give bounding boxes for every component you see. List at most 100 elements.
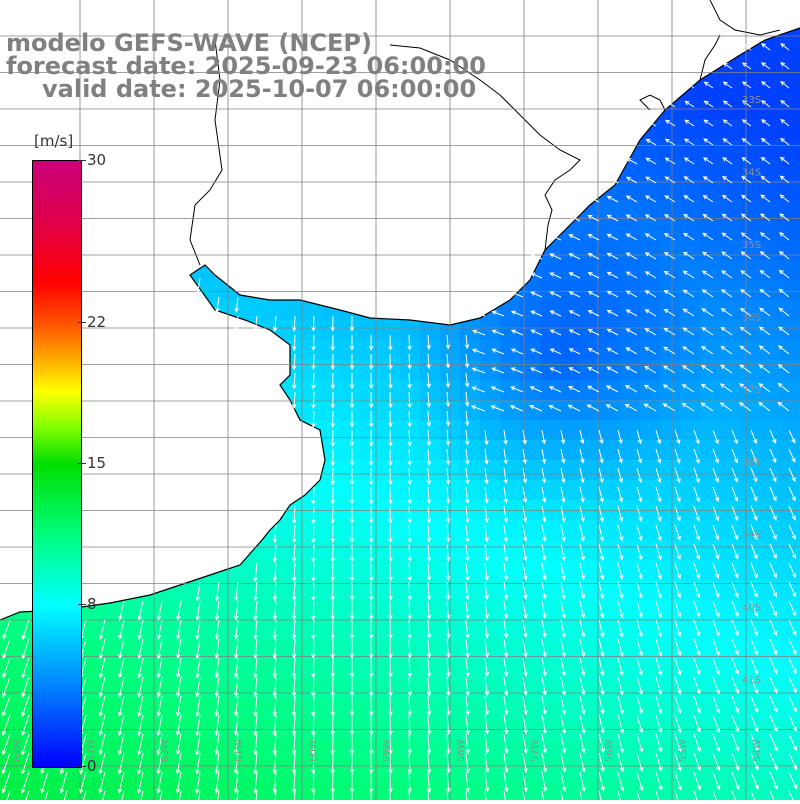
colorbar-unit: [m/s] bbox=[34, 132, 73, 150]
field-cell bbox=[660, 480, 680, 500]
field-cell bbox=[580, 740, 600, 760]
field-cell bbox=[660, 260, 680, 280]
field-cell bbox=[460, 440, 480, 460]
field-cell bbox=[460, 480, 480, 500]
field-cell bbox=[280, 620, 300, 640]
field-cell bbox=[480, 440, 500, 460]
field-cell bbox=[340, 660, 360, 680]
field-cell bbox=[520, 320, 540, 340]
field-cell bbox=[500, 660, 520, 680]
field-cell bbox=[340, 500, 360, 520]
colorbar-tick-mark bbox=[78, 604, 86, 605]
field-cell bbox=[660, 380, 680, 400]
field-cell bbox=[340, 420, 360, 440]
field-cell bbox=[80, 680, 100, 700]
field-cell bbox=[360, 420, 380, 440]
field-cell bbox=[580, 300, 600, 320]
field-cell bbox=[780, 340, 800, 360]
latitude-label: 37S bbox=[742, 385, 761, 396]
field-cell bbox=[720, 220, 740, 240]
colorbar-tick-label: 22 bbox=[87, 313, 106, 331]
latitude-label: 40S bbox=[742, 603, 761, 614]
field-cell bbox=[460, 640, 480, 660]
field-cell bbox=[640, 680, 660, 700]
latitude-label: 33S bbox=[742, 95, 761, 106]
field-cell bbox=[500, 780, 520, 800]
field-cell bbox=[720, 360, 740, 380]
field-cell bbox=[700, 260, 720, 280]
field-cell bbox=[300, 500, 320, 520]
field-cell bbox=[340, 540, 360, 560]
field-cell bbox=[120, 600, 140, 620]
field-cell bbox=[540, 360, 560, 380]
field-cell bbox=[660, 720, 680, 740]
field-cell bbox=[360, 700, 380, 720]
field-cell bbox=[260, 780, 280, 800]
field-cell bbox=[500, 760, 520, 780]
field-cell bbox=[460, 520, 480, 540]
field-cell bbox=[600, 480, 620, 500]
field-cell bbox=[320, 540, 340, 560]
field-cell bbox=[400, 360, 420, 380]
field-cell bbox=[720, 640, 740, 660]
field-cell bbox=[500, 480, 520, 500]
field-cell bbox=[500, 580, 520, 600]
field-cell bbox=[300, 620, 320, 640]
field-cell bbox=[280, 560, 300, 580]
longitude-label: 56W bbox=[604, 739, 615, 762]
field-cell bbox=[280, 760, 300, 780]
field-cell bbox=[500, 460, 520, 480]
field-cell bbox=[640, 780, 660, 800]
field-cell bbox=[340, 720, 360, 740]
field-cell bbox=[620, 360, 640, 380]
field-cell bbox=[620, 500, 640, 520]
latitude-label: 38S bbox=[742, 458, 761, 469]
field-cell bbox=[580, 500, 600, 520]
field-cell bbox=[160, 680, 180, 700]
field-cell bbox=[420, 540, 440, 560]
field-cell bbox=[760, 380, 780, 400]
field-cell bbox=[780, 220, 800, 240]
field-cell bbox=[740, 340, 760, 360]
field-cell bbox=[0, 700, 20, 720]
field-cell bbox=[260, 760, 280, 780]
field-cell bbox=[600, 420, 620, 440]
field-cell bbox=[460, 620, 480, 640]
field-cell bbox=[520, 360, 540, 380]
field-cell bbox=[780, 360, 800, 380]
field-cell bbox=[0, 780, 20, 800]
field-cell bbox=[600, 500, 620, 520]
field-cell bbox=[500, 600, 520, 620]
field-cell bbox=[740, 760, 760, 780]
field-cell bbox=[780, 300, 800, 320]
field-cell bbox=[700, 180, 720, 200]
latitude-label: 36S bbox=[742, 313, 761, 324]
field-cell bbox=[500, 620, 520, 640]
field-cell bbox=[360, 380, 380, 400]
field-cell bbox=[580, 480, 600, 500]
field-cell bbox=[620, 240, 640, 260]
field-cell bbox=[780, 560, 800, 580]
field-cell bbox=[640, 320, 660, 340]
field-cell bbox=[280, 320, 300, 340]
field-cell bbox=[660, 440, 680, 460]
field-cell bbox=[620, 400, 640, 420]
field-cell bbox=[700, 420, 720, 440]
field-cell bbox=[620, 220, 640, 240]
field-cell bbox=[720, 780, 740, 800]
field-cell bbox=[460, 460, 480, 480]
field-cell bbox=[760, 500, 780, 520]
field-cell bbox=[500, 520, 520, 540]
field-cell bbox=[740, 360, 760, 380]
field-cell bbox=[320, 680, 340, 700]
field-cell bbox=[600, 680, 620, 700]
field-cell bbox=[180, 720, 200, 740]
field-cell bbox=[660, 140, 680, 160]
field-cell bbox=[280, 680, 300, 700]
field-cell bbox=[340, 460, 360, 480]
field-cell bbox=[560, 420, 580, 440]
field-cell bbox=[300, 400, 320, 420]
field-cell bbox=[360, 520, 380, 540]
field-cell bbox=[600, 460, 620, 480]
field-cell bbox=[760, 240, 780, 260]
